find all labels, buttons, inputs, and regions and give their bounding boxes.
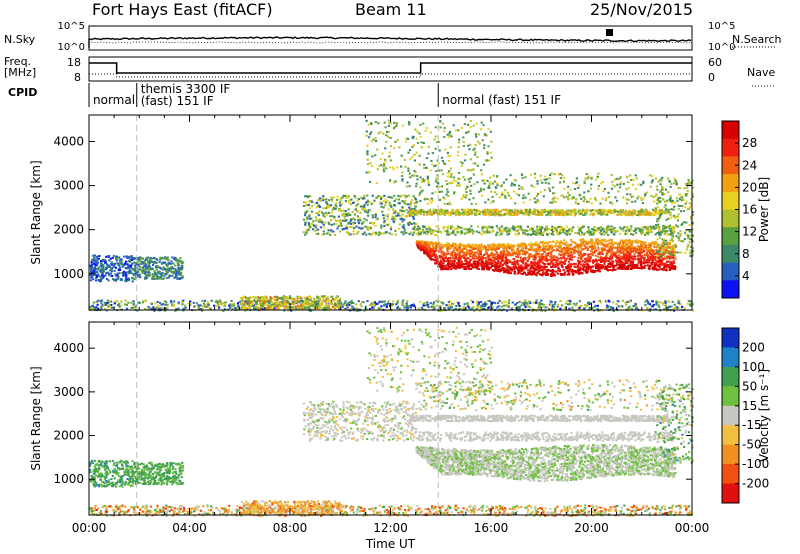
freq-line: [89, 62, 692, 74]
x-tick-label: 12:00: [373, 521, 408, 535]
y-tick-label: 2000: [53, 429, 84, 443]
colorbar-segment: [722, 483, 739, 504]
colorbar-segment: [722, 244, 739, 264]
colorbar-segment: [722, 425, 739, 446]
colorbar-tick-label: -50: [742, 438, 762, 452]
nsky-spike: [606, 29, 613, 36]
nsearch-tick-bottom: 10^0: [708, 42, 735, 53]
colorbar-segment: [722, 386, 739, 407]
y-tick-label: 3000: [53, 385, 84, 399]
x-tick-label: 04:00: [172, 521, 207, 535]
colorbar-tick-label: 20: [742, 180, 757, 194]
colorbar-segment: [722, 405, 739, 426]
colorbar-tick-label: 200: [742, 340, 765, 354]
colorbar-segment: [722, 156, 739, 175]
date-label: 25/Nov/2015: [590, 0, 694, 19]
y-axis-label: Slant Range [km]: [29, 366, 43, 470]
x-tick-label: 08:00: [273, 521, 308, 535]
colorbar-segment: [722, 121, 739, 140]
colorbar-tick-label: 12: [742, 225, 757, 239]
nsky-label: N.Sky: [4, 33, 36, 46]
colorbar-segment: [722, 347, 739, 368]
freq-label: Freq.: [4, 55, 32, 68]
nsearch-tick-top: 10^5: [708, 21, 735, 32]
cpid-label: CPID: [8, 86, 38, 99]
x-tick-label: 20:00: [574, 521, 609, 535]
colorbar-tick-label: -100: [742, 457, 769, 471]
figure-title: Fort Hays East (fitACF): [92, 0, 273, 19]
colorbar-segment: [722, 328, 739, 348]
colorbar-frame: [721, 327, 740, 504]
power-pixels: [89, 119, 695, 312]
y-tick-label: 1000: [53, 267, 84, 281]
cpid-segment-label: normal: [93, 93, 135, 107]
cpid-segment-label: (fast) 151 IF: [141, 94, 214, 108]
colorbar-segment: [722, 209, 739, 228]
colorbar-tick-label: 15: [742, 399, 757, 413]
y-tick-label: 3000: [53, 179, 84, 193]
colorbar-segment: [722, 444, 739, 465]
colorbar-label: Velocity [m s⁻¹]: [757, 369, 771, 462]
velocity-pixels: [89, 326, 695, 517]
nave-line: [89, 73, 692, 78]
colorbar-tick-label: 28: [742, 136, 757, 150]
cpid-segment-label: normal (fast) 151 IF: [442, 93, 561, 107]
colorbar-segment: [722, 464, 739, 484]
freq-panel-frame: [88, 56, 693, 82]
colorbar-segment: [722, 262, 739, 281]
colorbar-tick-label: 24: [742, 158, 757, 172]
colorbar-tick-label: 16: [742, 203, 757, 217]
x-tick-label: 00:00: [675, 521, 710, 535]
x-tick-label: 16:00: [474, 521, 509, 535]
nsearch-label: N.Search: [732, 33, 782, 46]
colorbar-segment: [722, 138, 739, 157]
colorbar-tick-label: -200: [742, 477, 769, 491]
colorbar-tick-label: 100: [742, 360, 765, 374]
colorbar-segment: [722, 191, 739, 210]
colorbar-tick-label: 8: [742, 247, 750, 261]
colorbar-label: Power [dB]: [757, 177, 771, 242]
beam-label: Beam 11: [355, 0, 427, 19]
colorbar-tick-label: 50: [742, 379, 757, 393]
y-tick-label: 4000: [53, 341, 84, 355]
nsearch-line: [88, 41, 692, 44]
colorbar-tick-label: -15: [742, 418, 762, 432]
colorbar-segment: [722, 174, 739, 193]
nsky-tick-top: 10^5: [58, 21, 85, 32]
freq-tick-top: 18: [67, 56, 81, 69]
x-tick-label: 00:00: [72, 521, 107, 535]
nsky-line: [88, 36, 692, 48]
y-tick-label: 1000: [53, 472, 84, 486]
colorbar-segment: [722, 280, 739, 299]
nave-tick-bottom: 0: [708, 71, 715, 84]
x-axis-label: Time UT: [365, 537, 416, 551]
nave-tick-top: 60: [708, 56, 722, 69]
nave-label: Nave: [747, 66, 776, 79]
colorbar-tick-label: 4: [742, 269, 750, 283]
cpid-segment-label: themis 3300 IF: [141, 82, 231, 96]
nsky-panel-frame: [88, 25, 693, 51]
colorbar-segment: [722, 227, 739, 246]
y-tick-label: 2000: [53, 223, 84, 237]
freq-unit: [MHz]: [4, 66, 37, 79]
colorbar-segment: [722, 366, 739, 387]
nsky-tick-bottom: 10^0: [58, 42, 85, 53]
freq-tick-bottom: 8: [74, 71, 81, 84]
y-tick-label: 4000: [53, 134, 84, 148]
y-axis-label: Slant Range [km]: [29, 160, 43, 264]
